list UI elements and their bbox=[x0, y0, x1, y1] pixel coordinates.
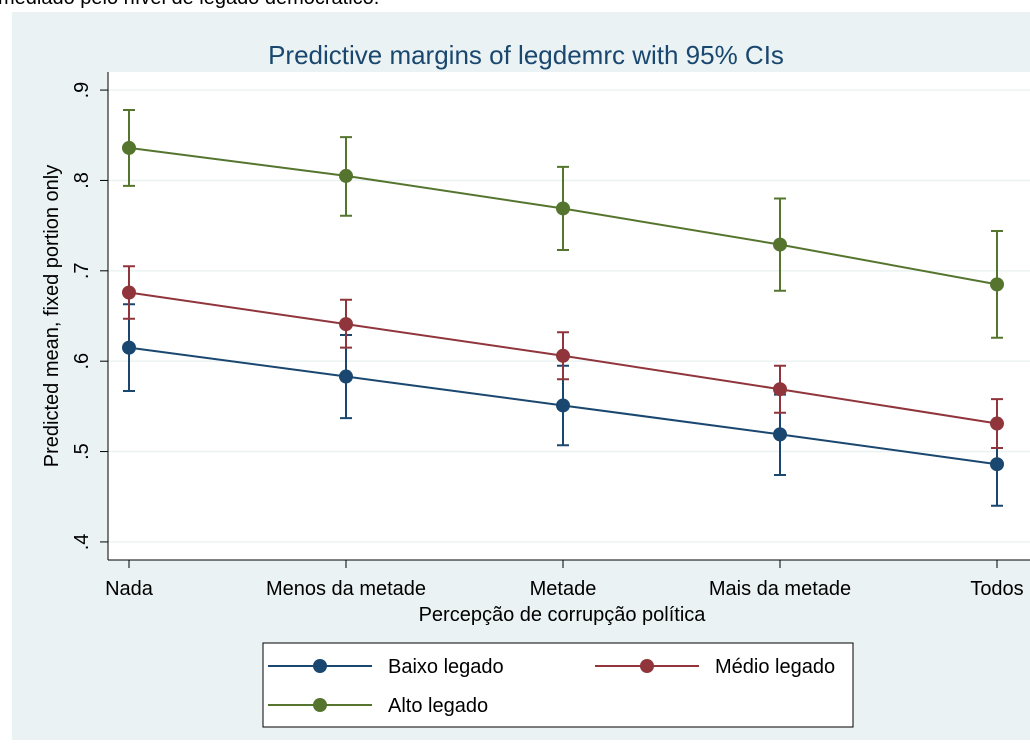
marks bbox=[122, 108, 1004, 507]
point bbox=[990, 457, 1004, 472]
point bbox=[556, 201, 570, 216]
y-axis-label: Predicted mean, fixed portion only bbox=[41, 165, 63, 467]
x-tick-label: Menos da metade bbox=[266, 578, 426, 600]
y-tick-label: .6 bbox=[71, 353, 93, 370]
x-axis-label: Percepção de corrupção política bbox=[419, 604, 707, 626]
x-tick-label: Mais da metade bbox=[709, 578, 851, 600]
legend-label: Baixo legado bbox=[388, 656, 504, 678]
y-tick-label: .5 bbox=[71, 443, 93, 460]
plot-region bbox=[108, 72, 1030, 560]
x-tick-label: Metade bbox=[530, 578, 597, 600]
point bbox=[990, 277, 1004, 292]
point bbox=[773, 237, 787, 252]
point bbox=[773, 427, 787, 442]
x-tick-label: Todos bbox=[970, 578, 1023, 600]
x-tick-label: Nada bbox=[105, 578, 154, 600]
y-tick-label: .8 bbox=[71, 172, 93, 189]
legend-marker bbox=[313, 698, 327, 712]
chart-title: Predictive margins of legdemrc with 95% … bbox=[268, 40, 784, 70]
legend-label: Alto legado bbox=[388, 695, 488, 717]
point bbox=[773, 382, 787, 397]
point bbox=[339, 168, 353, 183]
point bbox=[339, 317, 353, 332]
point bbox=[556, 348, 570, 363]
legend-marker bbox=[640, 659, 654, 673]
legend-label: Médio legado bbox=[715, 656, 835, 678]
caption: mediado pelo nível de legado democrático… bbox=[0, 0, 379, 9]
y-tick-label: .4 bbox=[71, 534, 93, 551]
point bbox=[990, 416, 1004, 431]
point bbox=[122, 140, 136, 155]
y-tick-label: .7 bbox=[71, 262, 93, 279]
grid: .4 .5 .6 .7 .8 .9 Nada Menos da metade Metade Mai… bbox=[71, 82, 1030, 600]
point bbox=[339, 369, 353, 384]
point bbox=[122, 340, 136, 355]
point bbox=[122, 285, 136, 300]
point bbox=[556, 398, 570, 413]
legend-marker bbox=[313, 659, 327, 673]
y-tick-label: .9 bbox=[71, 82, 93, 99]
legend-box bbox=[262, 642, 854, 728]
